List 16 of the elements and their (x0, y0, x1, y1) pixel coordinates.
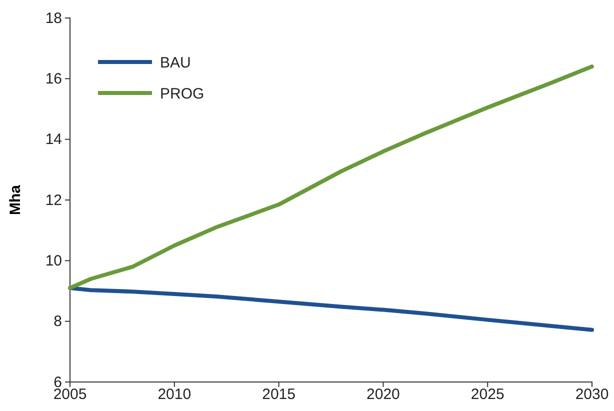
x-tick-label: 2030 (575, 386, 609, 403)
x-tick-label: 2010 (158, 386, 192, 403)
x-tick-label: 2015 (262, 386, 296, 403)
x-tick-label: 2005 (53, 386, 87, 403)
y-tick-label: 14 (45, 131, 62, 148)
y-tick-label: 18 (45, 10, 62, 27)
y-tick-label: 12 (45, 192, 62, 209)
legend-label: BAU (160, 54, 191, 72)
y-tick-label: 8 (54, 313, 62, 330)
y-tick-label: 10 (45, 252, 62, 270)
y-tick-label: 16 (45, 70, 62, 88)
y-axis-title: Mha (7, 184, 24, 215)
line-series (68, 286, 594, 332)
legend-label: PROG (160, 85, 204, 102)
x-tick-label: 2020 (366, 386, 400, 403)
x-tick-label: 2025 (470, 386, 504, 403)
